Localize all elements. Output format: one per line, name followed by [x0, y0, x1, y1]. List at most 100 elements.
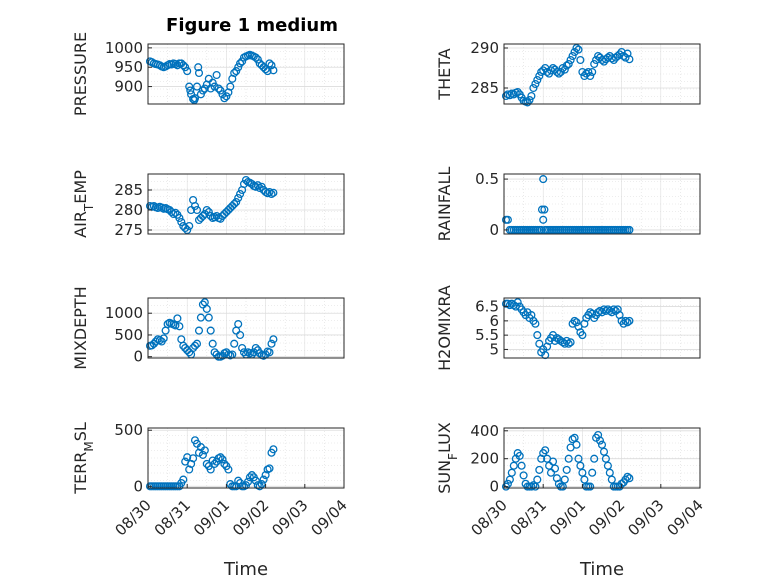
data-point: [190, 201, 200, 211]
data-point: [189, 454, 198, 463]
data-point: [192, 82, 202, 91]
data-point: [251, 53, 260, 62]
y-tick-label: 0: [133, 477, 143, 495]
data-point: [175, 322, 184, 331]
data-point: [155, 336, 164, 345]
data-point: [552, 67, 561, 77]
data-point: [259, 351, 268, 360]
data-point: [527, 91, 536, 101]
data-point: [601, 454, 610, 463]
data-point: [535, 339, 544, 348]
subplot-2: 285 290 THETA: [435, 39, 701, 107]
y-tick-label: 500: [114, 421, 143, 439]
data-point: [267, 189, 276, 199]
data-point: [202, 304, 211, 313]
x-tick-label: 09/04: [664, 496, 707, 539]
y-tick-label: 0: [489, 221, 499, 239]
y-tick-label: 1000: [105, 304, 143, 322]
data-point: [222, 92, 231, 101]
data-point: [586, 482, 595, 491]
data-point: [595, 436, 605, 445]
data-point: [586, 71, 595, 81]
data-point: [531, 79, 540, 89]
data-point: [537, 205, 547, 214]
data-point: [576, 55, 585, 65]
data-point: [607, 475, 616, 484]
data-point: [206, 465, 215, 474]
x-tick-label: 09/03: [624, 496, 667, 539]
data-point: [210, 348, 219, 357]
data-point: [198, 450, 207, 459]
data-point: [179, 61, 188, 70]
data-point: [234, 193, 243, 203]
data-point: [249, 348, 258, 357]
data-point: [550, 464, 560, 473]
data-point: [540, 205, 549, 214]
data-point: [513, 87, 522, 97]
data-point: [597, 440, 607, 449]
y-tick-label: 280: [114, 201, 143, 219]
axes-box: [147, 173, 345, 235]
axes-box: [503, 427, 701, 489]
subplot-4: 0 0.5 RAINFALL: [435, 167, 701, 241]
y-tick-label: 6.5: [475, 298, 499, 316]
data-point: [564, 59, 573, 69]
data-point: [531, 482, 540, 491]
data-point: [269, 335, 278, 344]
y-axis-label: THETA: [435, 48, 454, 100]
data-point: [269, 188, 278, 197]
data-point: [185, 82, 194, 91]
data-point: [210, 82, 219, 91]
axes-box: [147, 43, 345, 105]
data-point: [588, 309, 597, 318]
y-tick-label: 200: [470, 450, 499, 468]
data-point: [192, 205, 202, 215]
data-point: [183, 453, 192, 462]
data-point: [239, 179, 249, 189]
y-axis-label: AIRTEMP: [71, 170, 96, 238]
data-point: [578, 331, 587, 340]
data-point: [204, 207, 213, 217]
subplot-6: 55.566.5 H2OMIXRA: [435, 285, 701, 371]
data-point: [519, 471, 528, 480]
y-axis-label: H2OMIXRA: [435, 285, 454, 371]
data-point: [230, 68, 239, 78]
data-point: [517, 461, 526, 470]
data-point: [548, 457, 558, 466]
data-point: [251, 343, 260, 353]
data-point: [605, 306, 614, 315]
data-point: [507, 468, 516, 477]
x-tick-label: 09/02: [585, 496, 628, 539]
data-point: [200, 84, 209, 93]
y-tick-label: 290: [470, 39, 499, 57]
data-point: [206, 211, 215, 221]
data-point: [169, 209, 178, 219]
data-point: [625, 474, 634, 483]
y-axis-label: PRESSURE: [71, 32, 90, 116]
data-point: [560, 475, 569, 484]
data-point: [173, 61, 182, 70]
data-point: [541, 446, 550, 455]
data-point: [210, 459, 219, 468]
data-point: [253, 55, 262, 64]
y-tick-label: 5.5: [475, 326, 499, 344]
data-point: [236, 189, 245, 199]
data-point: [163, 320, 172, 329]
data-point: [175, 213, 184, 223]
x-tick-label: 09/01: [546, 496, 589, 539]
data-point: [625, 316, 634, 325]
y-tick-label: 5: [489, 340, 499, 358]
data-point: [523, 98, 532, 107]
data-point: [556, 67, 565, 77]
data-point: [208, 78, 217, 87]
data-point: [595, 306, 605, 315]
data-point: [198, 211, 207, 221]
data-point: [247, 471, 256, 480]
data-point: [198, 86, 207, 95]
data-point: [171, 208, 180, 217]
data-point: [265, 348, 274, 357]
figure-title: Figure 1 medium: [166, 15, 338, 36]
data-point: [527, 482, 536, 491]
data-point: [151, 337, 160, 346]
